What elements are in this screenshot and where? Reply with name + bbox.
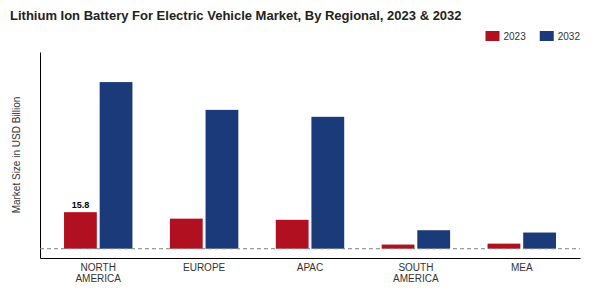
y-axis-line <box>40 53 41 259</box>
bar <box>276 220 309 249</box>
legend: 2023 2032 <box>486 31 581 42</box>
bar <box>488 244 521 249</box>
bars <box>40 82 580 249</box>
legend-label: 2032 <box>558 31 581 42</box>
legend-swatch <box>540 31 554 41</box>
x-tick-label: NORTHAMERICA <box>75 262 121 284</box>
bar <box>523 233 556 249</box>
x-tick: MEA <box>511 258 533 273</box>
x-axis: NORTHAMERICA EUROPE APAC SOUTHAMERICA MEA <box>41 258 581 284</box>
y-axis-label: Market Size in USD Billion <box>11 97 22 214</box>
x-tick-label: APAC <box>297 262 324 273</box>
y-axis <box>40 53 41 259</box>
x-tick: APAC <box>297 258 324 273</box>
x-tick: SOUTHAMERICA <box>393 258 439 284</box>
bar <box>170 219 203 249</box>
x-tick-label: EUROPE <box>183 262 226 273</box>
plot-area: NORTHAMERICA EUROPE APAC SOUTHAMERICA MEA 15.… <box>40 53 581 285</box>
legend-swatch <box>486 31 500 41</box>
legend-item: 2023 <box>486 31 527 42</box>
x-tick-label: MEA <box>511 262 533 273</box>
legend-label: 2023 <box>504 31 527 42</box>
bar <box>206 110 239 249</box>
reference-line <box>40 248 580 249</box>
legend-item: 2032 <box>540 31 581 42</box>
x-tick: NORTHAMERICA <box>75 258 121 284</box>
bar <box>311 117 344 249</box>
bar <box>417 230 450 249</box>
bar <box>382 245 415 249</box>
chart-container: Lithium Ion Battery For Electric Vehicle… <box>0 0 600 300</box>
x-tick: EUROPE <box>183 258 226 273</box>
bar-series <box>100 82 556 249</box>
bar-series <box>64 212 520 249</box>
x-tick-label: SOUTHAMERICA <box>393 262 439 284</box>
x-axis-line <box>41 258 581 259</box>
chart-title: Lithium Ion Battery For Electric Vehicle… <box>10 8 462 23</box>
chart-svg: Lithium Ion Battery For Electric Vehicle… <box>0 0 600 300</box>
bar <box>64 212 97 249</box>
annotation: 15.8 <box>72 200 90 210</box>
bar <box>100 82 133 249</box>
